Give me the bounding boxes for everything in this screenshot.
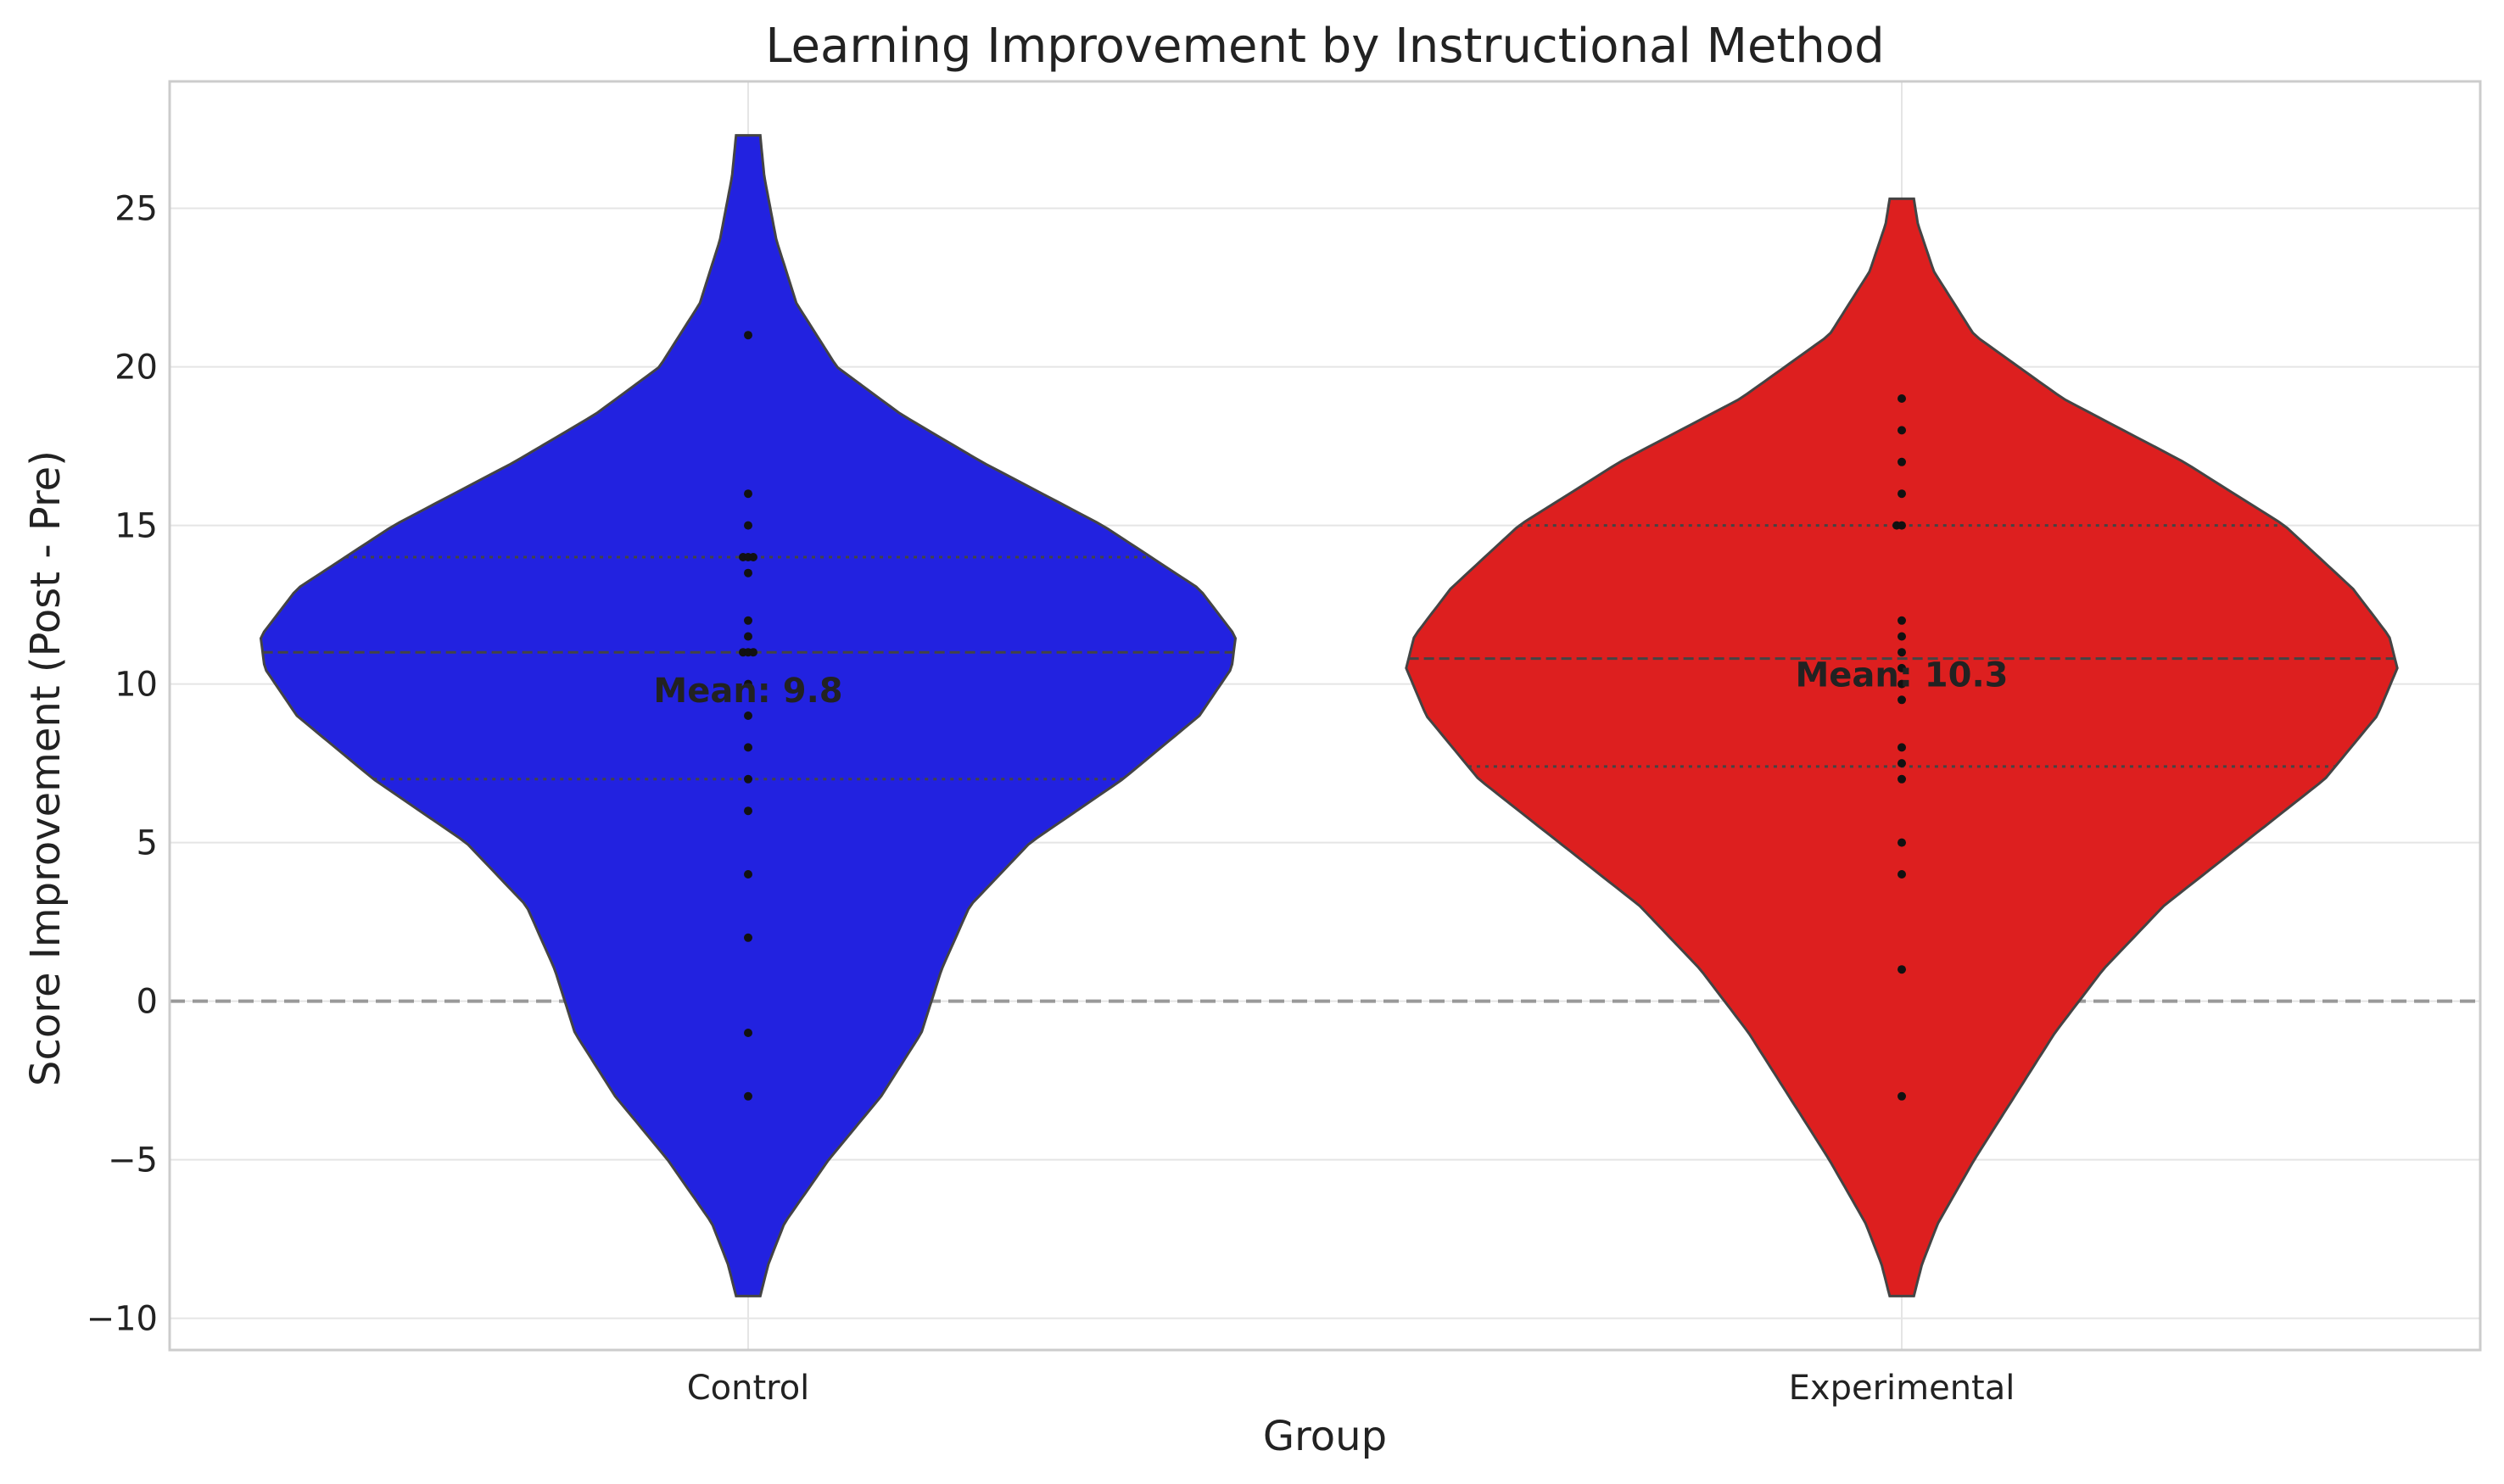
x-axis-label: Group	[1263, 1413, 1387, 1460]
data-point-control	[744, 711, 752, 720]
data-point-control	[744, 331, 752, 340]
mean-label-control: Mean: 9.8	[653, 672, 842, 711]
data-point-control	[744, 521, 752, 530]
x-axis-ticks: Control Experimental	[687, 1369, 2015, 1408]
data-point-experimental	[1898, 426, 1906, 435]
y-tick-label: 20	[115, 349, 158, 388]
violin-group-control: Mean: 9.8	[259, 134, 1238, 1297]
data-point-control	[744, 489, 752, 499]
y-axis-ticks: −10 −5 0 5 10 15 20 25	[87, 190, 158, 1339]
data-point-experimental	[1898, 774, 1906, 784]
data-point-control	[744, 616, 752, 625]
x-tick-label-experimental: Experimental	[1789, 1369, 2015, 1408]
data-point-experimental	[1898, 632, 1906, 641]
data-point-experimental	[1898, 870, 1906, 879]
data-point-control	[749, 553, 757, 561]
data-point-experimental	[1898, 521, 1906, 530]
y-tick-label: −5	[108, 1141, 158, 1180]
chart-title: Learning Improvement by Instructional Me…	[765, 19, 1884, 74]
data-point-control	[744, 679, 752, 689]
data-point-experimental	[1898, 679, 1906, 689]
x-tick-label-control: Control	[687, 1369, 810, 1408]
y-tick-label: 10	[115, 666, 158, 705]
data-point-control	[744, 743, 752, 752]
data-point-control	[744, 806, 752, 816]
data-point-control	[749, 648, 757, 657]
y-tick-label: 5	[137, 824, 158, 863]
data-point-experimental	[1898, 759, 1906, 768]
data-point-experimental	[1898, 1091, 1906, 1101]
data-point-control	[744, 933, 752, 942]
data-point-control	[744, 774, 752, 784]
violin-group-experimental: Mean: 10.3	[1405, 197, 2399, 1297]
y-tick-label: 25	[115, 190, 158, 229]
data-point-experimental	[1898, 394, 1906, 403]
data-point-control	[744, 870, 752, 879]
plot-frame	[168, 80, 2482, 1352]
mean-label-experimental: Mean: 10.3	[1795, 656, 2008, 695]
y-tick-label: 0	[137, 983, 158, 1022]
data-point-experimental	[1898, 489, 1906, 499]
data-point-experimental	[1898, 457, 1906, 466]
data-point-experimental	[1898, 663, 1906, 672]
data-point-experimental	[1898, 743, 1906, 752]
data-point-control	[744, 568, 752, 577]
data-point-experimental	[1898, 695, 1906, 705]
y-tick-label: 15	[115, 507, 158, 546]
data-point-experimental	[1898, 616, 1906, 625]
data-point-experimental	[1898, 838, 1906, 847]
data-point-experimental	[1898, 648, 1906, 657]
y-axis-label: Score Improvement (Post - Pre)	[22, 450, 70, 1086]
data-point-experimental	[1898, 965, 1906, 974]
data-point-control	[744, 1029, 752, 1037]
data-point-control	[744, 632, 752, 641]
data-point-control	[744, 1091, 752, 1101]
violin-layer: Mean: 9.8 Mean: 10.3	[259, 134, 2399, 1297]
y-tick-label: −10	[87, 1300, 158, 1339]
